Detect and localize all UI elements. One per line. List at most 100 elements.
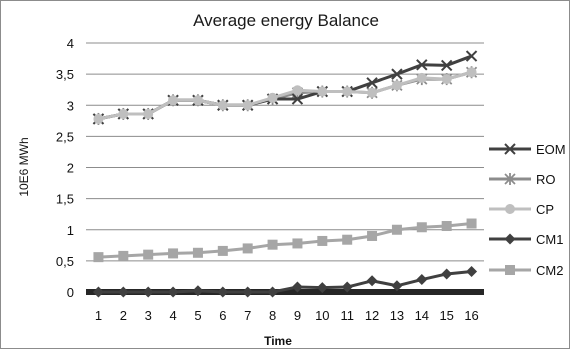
legend-label: RO xyxy=(536,172,556,187)
x-tick-label: 14 xyxy=(415,308,429,323)
series-cm2 xyxy=(93,218,477,263)
data-point xyxy=(217,286,229,298)
data-point xyxy=(292,85,303,96)
data-point xyxy=(192,247,203,258)
x-tick-label: 9 xyxy=(294,308,301,323)
x-tick-label: 12 xyxy=(365,308,379,323)
data-point xyxy=(92,286,104,298)
data-point xyxy=(316,282,328,294)
data-point xyxy=(416,274,428,286)
data-point xyxy=(242,286,254,298)
series-line xyxy=(98,70,472,121)
data-point xyxy=(416,72,427,83)
y-axis-label: 10E6 MWh xyxy=(17,137,31,196)
data-point xyxy=(192,95,203,106)
x-axis-line xyxy=(86,289,484,295)
data-point xyxy=(168,248,179,259)
data-point xyxy=(93,252,104,263)
x-tick-label: 1 xyxy=(95,308,102,323)
y-tick-label: 0,5 xyxy=(56,254,74,269)
data-point xyxy=(143,108,154,119)
data-point xyxy=(291,93,304,105)
data-point xyxy=(118,108,129,119)
data-point xyxy=(242,100,253,111)
data-point xyxy=(466,218,477,229)
y-tick-label: 1 xyxy=(67,223,74,238)
series-line xyxy=(98,222,472,259)
series-line xyxy=(98,269,472,294)
data-point xyxy=(367,230,378,241)
y-tick-label: 1,5 xyxy=(56,192,74,207)
data-point xyxy=(366,275,378,287)
series-cp xyxy=(93,67,477,124)
data-point xyxy=(267,286,279,298)
data-point xyxy=(342,234,353,245)
legend-label: CM1 xyxy=(536,232,563,247)
x-tick-labels: 1 2 3 4 5 6 7 8 9 10 11 12 13 14 15 16 xyxy=(95,308,479,323)
data-point xyxy=(143,249,154,260)
y-tick-label: 2,5 xyxy=(56,129,74,144)
data-point xyxy=(192,285,204,297)
data-point xyxy=(217,100,228,111)
data-point xyxy=(217,245,228,256)
x-tick-label: 15 xyxy=(439,308,453,323)
y-tick-label: 3 xyxy=(67,98,74,113)
data-point xyxy=(317,86,328,97)
data-point xyxy=(167,286,179,298)
x-tick-label: 2 xyxy=(120,308,127,323)
x-tick-label: 3 xyxy=(145,308,152,323)
series-cm1 xyxy=(92,265,478,298)
data-point xyxy=(267,239,278,250)
data-point xyxy=(440,59,453,72)
data-point xyxy=(366,77,378,89)
data-point xyxy=(466,265,478,277)
data-point xyxy=(142,286,154,298)
data-point xyxy=(117,286,129,298)
legend-marker xyxy=(505,204,515,214)
legend-item-ro: RO xyxy=(489,172,556,187)
legend-item-cm1: CM1 xyxy=(489,232,563,247)
data-point xyxy=(441,74,452,85)
x-tick-label: 7 xyxy=(244,308,251,323)
legend-label: CM2 xyxy=(536,263,563,278)
legend-marker xyxy=(504,233,516,245)
legend-marker xyxy=(504,143,516,155)
series-group xyxy=(92,50,478,298)
legend-label: EOM xyxy=(536,142,566,157)
data-point xyxy=(391,224,402,235)
legend-item-eom: EOM xyxy=(489,142,566,157)
legend-marker xyxy=(504,173,516,185)
data-point xyxy=(267,92,278,103)
legend-marker xyxy=(505,265,515,275)
data-point xyxy=(466,67,477,78)
y-tick-label: 2 xyxy=(67,161,74,176)
x-tick-label: 5 xyxy=(194,308,201,323)
data-point xyxy=(391,80,402,91)
data-point xyxy=(291,281,303,293)
y-tick-label: 0 xyxy=(67,285,74,300)
data-point xyxy=(118,250,129,261)
legend-label: CP xyxy=(536,202,554,217)
data-point xyxy=(367,87,378,98)
x-tick-label: 11 xyxy=(340,308,354,323)
y-tick-label: 3,5 xyxy=(56,67,74,82)
legend: EOM RO CP CM1 CM2 xyxy=(489,142,566,278)
data-point xyxy=(93,113,104,124)
data-point xyxy=(416,59,428,71)
data-point xyxy=(317,235,328,246)
x-axis-label: Time xyxy=(264,334,292,348)
data-point xyxy=(391,280,403,292)
chart-title: Average energy Balance xyxy=(193,11,379,30)
data-point xyxy=(242,243,253,254)
data-point xyxy=(168,95,179,106)
data-point xyxy=(391,68,403,80)
x-tick-label: 16 xyxy=(464,308,478,323)
data-point xyxy=(416,222,427,233)
data-point xyxy=(465,50,478,62)
x-tick-label: 4 xyxy=(169,308,176,323)
data-point xyxy=(341,281,353,293)
x-tick-label: 8 xyxy=(269,308,276,323)
x-tick-label: 10 xyxy=(315,308,329,323)
data-point xyxy=(441,221,452,232)
